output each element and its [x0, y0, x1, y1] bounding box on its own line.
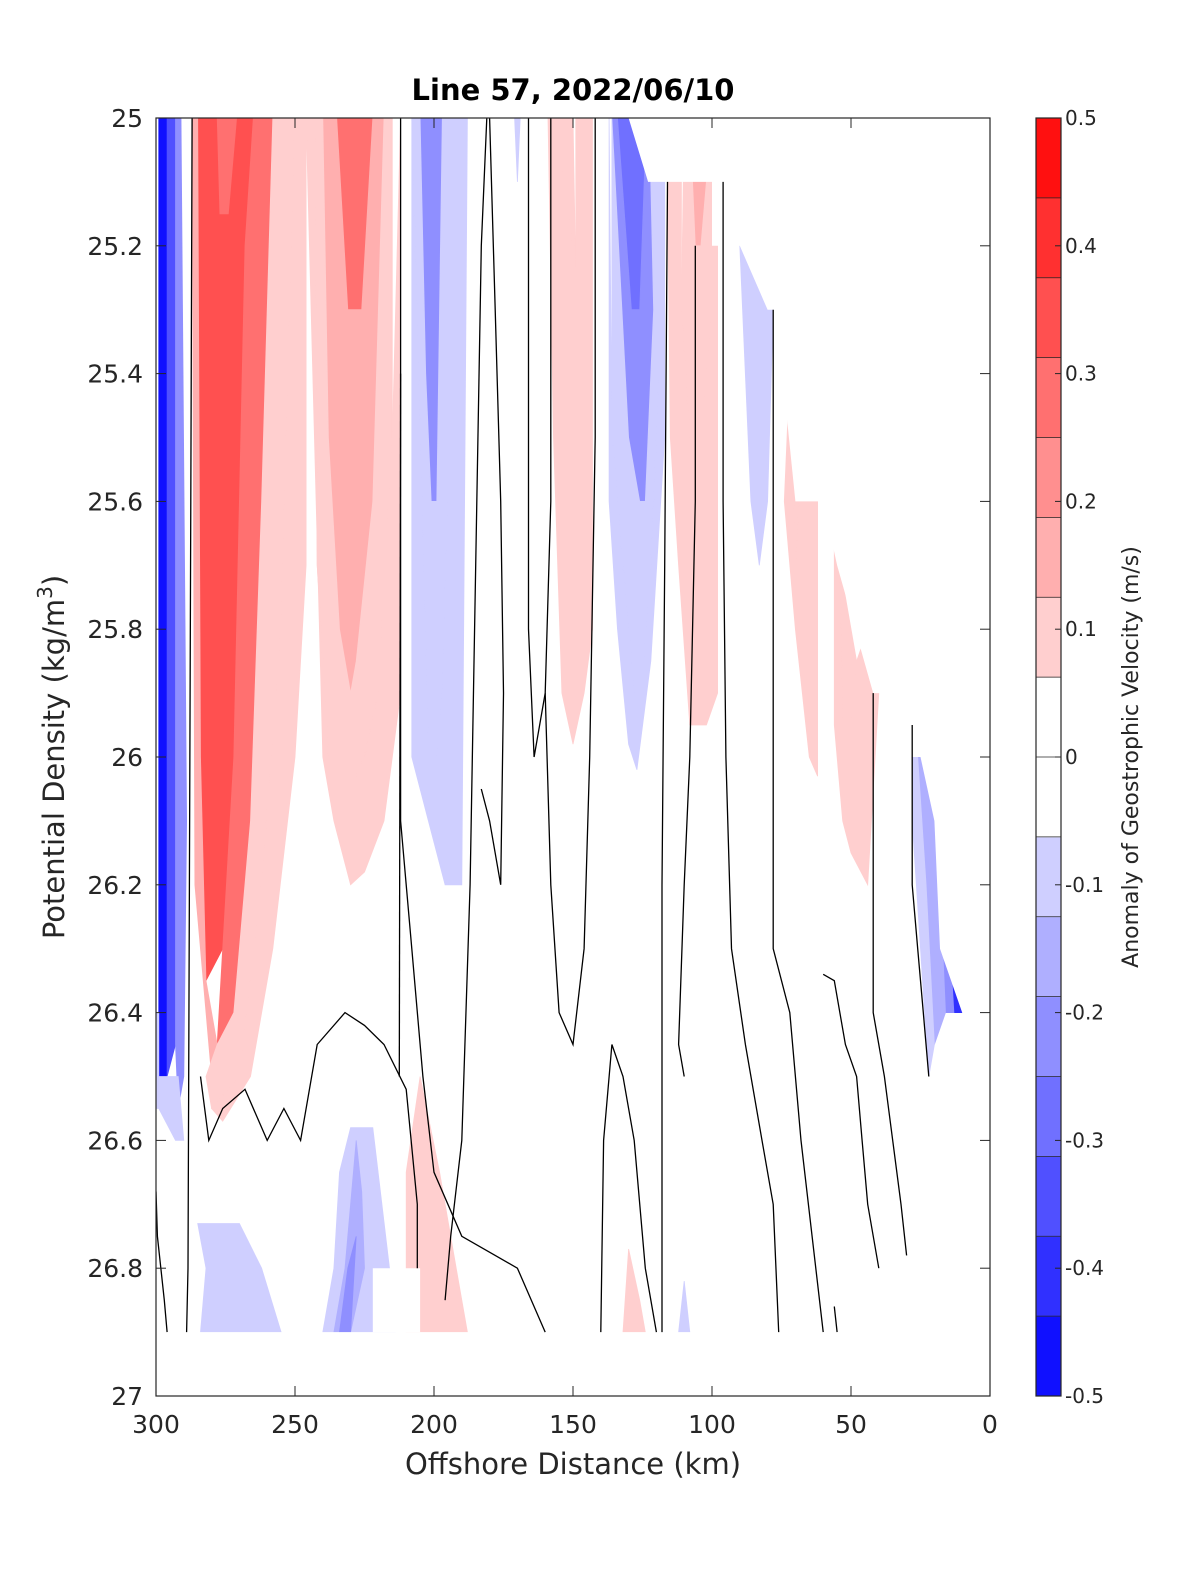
filled-region-2	[175, 118, 188, 1109]
y-tick-label-6: 26.2	[87, 871, 143, 900]
y-axis-label: Potential Density (kg/m3)	[33, 575, 71, 939]
colorbar-tick-label-10: 0.5	[1065, 106, 1097, 130]
y-tick-label-7: 26.4	[87, 999, 143, 1028]
nodata-region-2	[628, 118, 990, 1396]
colorbar-segment-3	[1036, 1076, 1061, 1157]
filled-region-0	[158, 118, 168, 1109]
nodata-region-1	[372, 1268, 421, 1333]
y-tick-label-4: 25.8	[87, 615, 143, 644]
colorbar-tick-label-7: 0.2	[1065, 489, 1097, 513]
y-axis-label-superscript: 3	[33, 586, 57, 599]
filled-region-9	[211, 118, 307, 1122]
filled-region-20	[547, 118, 593, 745]
contour-line-4	[444, 118, 488, 1301]
contour-line-9	[600, 1044, 658, 1333]
colorbar-segment-5	[1036, 916, 1061, 998]
filled-contours	[156, 118, 963, 1333]
colorbar-label: Anomaly of Geostrophic Velocity (m/s)	[1119, 546, 1144, 968]
colorbar-segment-9	[1036, 597, 1061, 678]
chart-title: Line 57, 2022/06/10	[412, 73, 735, 107]
zero-contours	[156, 118, 930, 1333]
filled-region-30	[783, 373, 818, 777]
contour-line-2	[399, 118, 546, 1333]
x-tick-label-4: 100	[688, 1410, 736, 1439]
filled-region-18	[514, 118, 521, 182]
x-axis: 300 250 200 150 100 50 0	[132, 118, 998, 1439]
colorbar-segment-1	[1036, 1236, 1061, 1317]
x-axis-label: Offshore Distance (km)	[405, 1447, 741, 1481]
contour-line-10	[722, 181, 780, 1333]
y-axis-label-close: )	[37, 575, 71, 586]
colorbar-segment-2	[1036, 1156, 1061, 1237]
colorbar-segment-11	[1036, 437, 1061, 518]
colorbar-segment-10	[1036, 517, 1061, 598]
y-axis: 25 25.2 25.4 25.6 25.8 26 26.2 26.4 26.6 26.8 27	[87, 104, 990, 1411]
colorbar-ticks: -0.5 -0.4 -0.3 -0.2 -0.1 0 0.1 0.2 0.3 0.4 0.5	[1055, 106, 1104, 1408]
filled-region-17	[411, 118, 468, 886]
y-tick-label-3: 25.6	[87, 487, 143, 516]
colorbar-tick-label-1: -0.4	[1065, 1256, 1104, 1280]
filled-region-10	[216, 118, 238, 215]
filled-region-36	[911, 724, 935, 1077]
y-tick-label-0: 25	[111, 104, 143, 133]
nodata-mask	[156, 118, 990, 1396]
colorbar-tick-label-4: -0.1	[1065, 873, 1104, 897]
contour-line-7	[199, 1011, 418, 1269]
colorbar-tick-label-2: -0.3	[1065, 1128, 1104, 1152]
filled-region-7	[191, 118, 218, 1077]
contour-line-11	[661, 181, 669, 1333]
colorbar-segment-15	[1036, 118, 1061, 199]
contour-line-17	[833, 1306, 838, 1333]
colorbar-tick-label-8: 0.3	[1065, 362, 1097, 386]
x-tick-label-2: 200	[410, 1410, 458, 1439]
y-tick-label-1: 25.2	[87, 232, 143, 261]
x-tick-label-5: 50	[835, 1410, 867, 1439]
colorbar-segment-6	[1036, 836, 1061, 918]
y-tick-label-9: 26.8	[87, 1254, 143, 1283]
colorbar-segment-7	[1036, 757, 1061, 838]
colorbar-tick-label-3: -0.2	[1065, 1001, 1104, 1025]
contour-line-3	[398, 373, 402, 1077]
colorbar-segment-13	[1036, 277, 1061, 359]
colorbar	[1036, 118, 1061, 1397]
contour-line-14	[822, 973, 880, 1269]
contour-line-16	[911, 725, 930, 1077]
colorbar-segment-14	[1036, 197, 1061, 279]
contour-line-6	[480, 118, 505, 885]
y-tick-label-5: 26	[111, 743, 143, 772]
colorbar-frame	[1035, 117, 1062, 1397]
contour-line-8	[544, 118, 596, 1047]
x-tick-label-1: 250	[271, 1410, 319, 1439]
filled-region-14	[305, 118, 402, 886]
x-tick-label-0: 300	[132, 1410, 180, 1439]
y-axis-label-main: Potential Density (kg/m	[37, 599, 71, 939]
contour-line-13	[772, 309, 824, 1333]
y-tick-label-10: 27	[111, 1382, 143, 1411]
contour-line-5	[527, 118, 552, 758]
contour-line-12	[677, 245, 696, 1077]
x-tick-label-6: 0	[982, 1410, 998, 1439]
nodata-bottom-band	[156, 1332, 990, 1396]
y-tick-label-2: 25.4	[87, 360, 143, 389]
colorbar-tick-label-6: 0.1	[1065, 617, 1097, 641]
contour-line-15	[872, 693, 908, 1256]
colorbar-tick-label-5: 0	[1065, 745, 1078, 769]
colorbar-tick-label-9: 0.4	[1065, 234, 1097, 258]
colorbar-segment-4	[1036, 996, 1061, 1077]
y-tick-label-8: 26.6	[87, 1126, 143, 1155]
colorbar-segment-8	[1036, 677, 1061, 758]
colorbar-segment-0	[1036, 1316, 1061, 1397]
colorbar-tick-label-0: -0.5	[1065, 1384, 1104, 1408]
colorbar-segment-12	[1036, 357, 1061, 438]
contour-line-0	[185, 118, 193, 1333]
x-tick-label-3: 150	[549, 1410, 597, 1439]
